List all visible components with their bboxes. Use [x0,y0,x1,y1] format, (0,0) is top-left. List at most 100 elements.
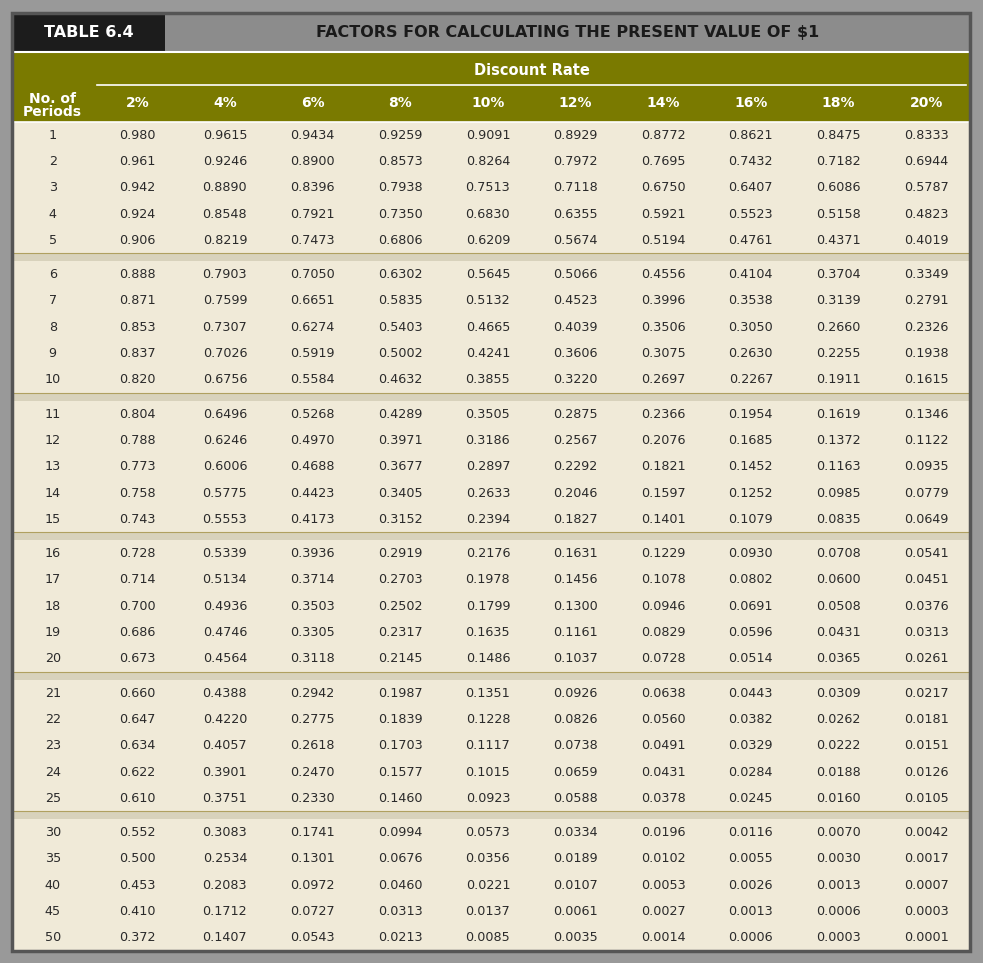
Text: 0.5002: 0.5002 [377,347,423,360]
Text: 0.4688: 0.4688 [290,460,335,473]
Text: 0.4241: 0.4241 [466,347,510,360]
Text: 0.8548: 0.8548 [202,208,248,221]
Text: 0.5645: 0.5645 [466,268,510,281]
Text: 0.1407: 0.1407 [202,931,248,945]
Text: 21: 21 [44,687,61,700]
Text: 0.1938: 0.1938 [903,347,949,360]
Text: 0.2703: 0.2703 [377,573,423,586]
Text: 14: 14 [44,486,61,500]
Text: 2%: 2% [126,95,149,110]
Text: 0.0313: 0.0313 [903,626,949,639]
Bar [12,314,970,340]
Text: 0.5523: 0.5523 [728,208,774,221]
Text: 0.2326: 0.2326 [904,321,949,334]
Text: 0.0431: 0.0431 [641,766,685,778]
Text: 0.6086: 0.6086 [816,181,861,195]
Text: 0.1597: 0.1597 [641,486,685,500]
Text: 0.1351: 0.1351 [466,687,510,700]
Text: 0.7050: 0.7050 [290,268,335,281]
Text: 0.1615: 0.1615 [903,374,949,386]
Text: 0.0676: 0.0676 [378,852,423,866]
Text: 0.0431: 0.0431 [816,626,861,639]
Text: 0.9259: 0.9259 [378,129,423,142]
Text: 0.804: 0.804 [119,407,155,421]
Text: 0.7432: 0.7432 [728,155,773,168]
Text: 0.4564: 0.4564 [202,652,247,665]
Text: 14%: 14% [647,95,680,110]
Text: 0.2046: 0.2046 [553,486,598,500]
Text: 0.1122: 0.1122 [904,434,949,447]
Bar [12,646,970,672]
Text: 0.0443: 0.0443 [728,687,773,700]
Text: 0.3220: 0.3220 [553,374,598,386]
Text: 0.3901: 0.3901 [202,766,248,778]
Bar [12,540,970,567]
Text: 0.4039: 0.4039 [553,321,598,334]
Text: 0.0126: 0.0126 [904,766,949,778]
Text: 0.714: 0.714 [119,573,155,586]
Bar [12,533,970,540]
Text: 0.453: 0.453 [119,879,155,892]
Text: 0.0376: 0.0376 [903,600,949,612]
Text: 0.1078: 0.1078 [641,573,685,586]
Text: 0.1685: 0.1685 [728,434,774,447]
Text: 0.5674: 0.5674 [553,234,598,247]
Text: 0.0006: 0.0006 [816,905,861,918]
Text: 0.2875: 0.2875 [553,407,598,421]
Text: 0.0946: 0.0946 [641,600,685,612]
Text: 10%: 10% [471,95,504,110]
Text: 0.2076: 0.2076 [641,434,685,447]
Text: 20: 20 [44,652,61,665]
Text: 0.3503: 0.3503 [290,600,335,612]
Text: 30: 30 [44,826,61,839]
Bar [12,262,970,288]
Text: 0.3405: 0.3405 [377,486,423,500]
Text: 0.8396: 0.8396 [290,181,335,195]
Text: 0.1635: 0.1635 [466,626,510,639]
Bar [12,480,970,507]
Text: 0.0107: 0.0107 [553,879,598,892]
Text: 0.0181: 0.0181 [903,713,949,726]
Text: 0.8264: 0.8264 [466,155,510,168]
Text: 0.1741: 0.1741 [290,826,335,839]
Text: 0.7938: 0.7938 [377,181,423,195]
Text: 50: 50 [44,931,61,945]
Text: 0.0003: 0.0003 [816,931,861,945]
Text: 0.0543: 0.0543 [290,931,335,945]
Text: 19: 19 [44,626,61,639]
Text: 0.2255: 0.2255 [816,347,861,360]
Text: 0.1827: 0.1827 [553,513,598,526]
Text: FACTORS FOR CALCULATING THE PRESENT VALUE OF $1: FACTORS FOR CALCULATING THE PRESENT VALU… [316,25,819,40]
Text: 0.5584: 0.5584 [290,374,335,386]
Text: 0.3506: 0.3506 [641,321,685,334]
Text: 0.4019: 0.4019 [904,234,949,247]
Text: 0.4665: 0.4665 [466,321,510,334]
Text: 0.2083: 0.2083 [202,879,248,892]
Bar [12,201,970,227]
Text: 0.0035: 0.0035 [553,931,598,945]
Text: 0.3505: 0.3505 [466,407,510,421]
Text: 4%: 4% [213,95,237,110]
Text: 0.3606: 0.3606 [553,347,598,360]
Text: 0.2942: 0.2942 [290,687,334,700]
Text: 0.1346: 0.1346 [904,407,949,421]
Text: 0.924: 0.924 [119,208,155,221]
Text: 18%: 18% [822,95,855,110]
Text: 0.3075: 0.3075 [641,347,685,360]
Text: 0.0013: 0.0013 [728,905,774,918]
Text: 0.3083: 0.3083 [202,826,248,839]
Text: 0.4371: 0.4371 [816,234,861,247]
Text: 0.0638: 0.0638 [641,687,685,700]
Text: 0.372: 0.372 [119,931,155,945]
Text: 0.2330: 0.2330 [290,792,335,805]
Text: 45: 45 [44,905,61,918]
Bar [12,148,970,174]
Bar [12,619,970,646]
Text: 0.7599: 0.7599 [202,295,247,307]
Text: 0.773: 0.773 [119,460,155,473]
Text: 0.673: 0.673 [119,652,155,665]
Text: 12%: 12% [558,95,593,110]
Bar [12,812,970,820]
Text: 6: 6 [49,268,57,281]
Text: 16%: 16% [734,95,768,110]
